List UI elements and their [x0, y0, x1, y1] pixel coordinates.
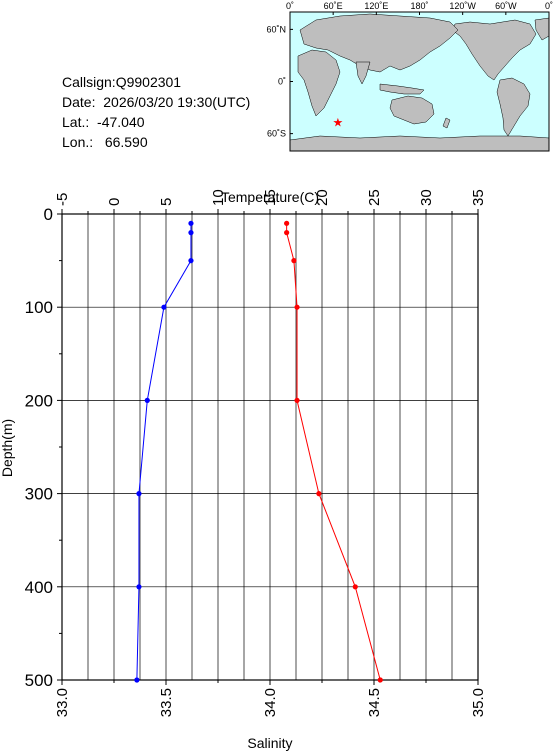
temperature-data-point	[377, 677, 383, 683]
lat-value: -47.040	[97, 114, 145, 130]
temperature-tick-label: 10	[210, 189, 227, 206]
temperature-data-point	[291, 258, 297, 264]
depth-tick-label: 200	[25, 391, 53, 410]
lon-label: Lon.:	[62, 134, 94, 150]
land-new-zealand	[442, 117, 451, 129]
temperature-tick-label: 0	[106, 198, 123, 206]
depth-tick-label: 300	[25, 485, 53, 504]
salinity-data-point	[161, 304, 167, 310]
callsign-label: Callsign:	[62, 74, 116, 90]
temperature-tick-label: 5	[158, 198, 175, 206]
temperature-axis-title: Temperature(C)	[221, 189, 319, 205]
salinity-data-point	[136, 491, 142, 497]
temperature-tick-label: 20	[314, 189, 331, 206]
salinity-tick-label: 34.5	[366, 688, 383, 717]
temperature-tick-label: -5	[54, 193, 71, 206]
map-lon-label: 0˚	[286, 1, 294, 11]
map-land	[289, 13, 550, 152]
station-info: Callsign:Q9902301 Date: 2026/03/20 19:30…	[62, 72, 250, 152]
callsign-value: Q9902301	[115, 74, 182, 90]
land-north-america	[451, 19, 537, 81]
callsign-row: Callsign:Q9902301	[62, 72, 250, 92]
lat-row: Lat.: -47.040	[62, 112, 250, 132]
map-lon-label: 0˚	[545, 1, 553, 11]
land-greenland	[534, 17, 550, 41]
temperature-tick-label: 30	[418, 189, 435, 206]
land-eurasia	[299, 13, 459, 73]
depth-tick-label: 0	[44, 205, 53, 224]
chart-grid	[62, 214, 478, 680]
salinity-data-point	[144, 397, 150, 403]
salinity-data-point	[188, 258, 194, 264]
land-australia	[389, 95, 435, 125]
depth-tick-label: 100	[25, 298, 53, 317]
salinity-tick-label: 35.0	[470, 688, 487, 717]
land-africa	[297, 49, 341, 117]
map-overlay: 0˚ 60˚E 120˚E 180˚ 120˚W 60˚W 0˚ 60˚N 0˚ 60˚S ★	[266, 1, 553, 152]
temperature-data-point	[294, 304, 300, 310]
map-lon-label: 60˚E	[324, 1, 343, 11]
salinity-profile-line	[136, 223, 192, 681]
map-lon-label: 120˚E	[364, 1, 388, 11]
temperature-data-point	[316, 491, 322, 497]
temperature-tick-label: 35	[470, 189, 487, 206]
depth-axis-title: Depth(m)	[0, 419, 15, 477]
land-indonesia	[379, 83, 425, 95]
lon-row: Lon.: 66.590	[62, 132, 250, 152]
date-row: Date: 2026/03/20 19:30(UTC)	[62, 92, 250, 112]
station-marker-icon: ★	[333, 115, 344, 129]
map-lat-label: 60˚N	[266, 24, 286, 34]
salinity-tick-label: 34.0	[262, 688, 279, 717]
salinity-data-point	[134, 677, 140, 683]
depth-tick-label: 500	[25, 671, 53, 690]
temperature-data-point	[284, 220, 290, 226]
temperature-data-point	[294, 397, 300, 403]
salinity-tick-label: 33.0	[54, 688, 71, 717]
lat-label: Lat.:	[62, 114, 90, 130]
map-lon-label: 120˚W	[449, 1, 476, 11]
map-lon-label: 60˚W	[495, 1, 517, 11]
land-south-america	[496, 77, 531, 137]
map-lon-label: 180˚	[410, 1, 428, 11]
map-lat-label: 0˚	[278, 77, 286, 87]
lon-value: 66.590	[104, 134, 148, 150]
temperature-tick-label: 25	[366, 189, 383, 206]
temperature-data-point	[284, 230, 290, 236]
map-lat-label: 60˚S	[267, 129, 286, 139]
salinity-data-point	[188, 230, 194, 236]
chart-series	[134, 220, 383, 683]
salinity-axis-title: Salinity	[247, 735, 292, 751]
salinity-data-point	[136, 584, 142, 590]
depth-tick-label: 400	[25, 578, 53, 597]
date-value: 2026/03/20 19:30(UTC)	[103, 94, 251, 110]
salinity-tick-label: 33.5	[158, 688, 175, 717]
temperature-profile-line	[286, 223, 381, 681]
world-map: 0˚ 60˚E 120˚E 180˚ 120˚W 60˚W 0˚ 60˚N 0˚ 60˚S ★	[266, 1, 553, 152]
temperature-data-point	[352, 584, 358, 590]
date-label: Date:	[62, 94, 96, 110]
salinity-data-point	[188, 220, 194, 226]
land-india	[355, 61, 371, 85]
temperature-tick-label: 15	[262, 189, 279, 206]
